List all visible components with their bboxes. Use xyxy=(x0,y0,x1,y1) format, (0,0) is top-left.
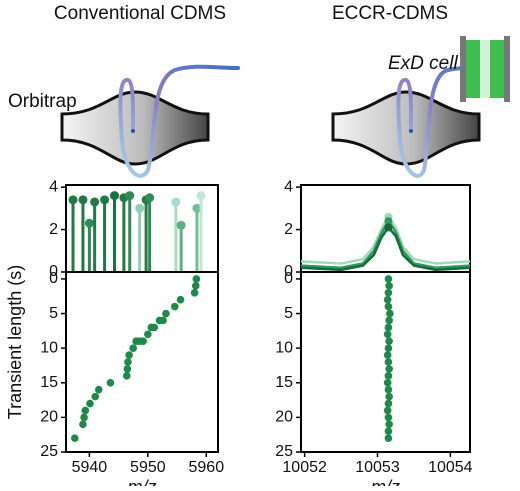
orbitrap-left xyxy=(60,64,240,178)
y-tick-label: 15 xyxy=(275,374,293,391)
point xyxy=(383,406,392,415)
point xyxy=(383,330,392,339)
y-tick-label: 0 xyxy=(284,270,293,287)
peak-marker xyxy=(145,193,155,203)
point xyxy=(125,351,133,359)
point xyxy=(384,385,393,394)
point xyxy=(192,275,201,283)
peak-marker xyxy=(125,191,135,201)
y-tick-label: 4 xyxy=(49,178,58,195)
y-tick-label: 4 xyxy=(284,178,293,195)
peak-marker xyxy=(171,197,181,207)
point xyxy=(106,378,115,387)
x-tick-label: 5960 xyxy=(189,459,225,476)
panel-title: ECCR-CDMS xyxy=(332,3,448,24)
y-tick-label: 10 xyxy=(40,339,58,356)
point xyxy=(384,302,393,311)
point xyxy=(385,392,393,401)
y-axis-label: Transient length (s) xyxy=(5,265,25,419)
point xyxy=(129,344,138,352)
point xyxy=(385,365,393,373)
y-tick-label: 0 xyxy=(284,263,293,280)
exd-cell xyxy=(460,36,510,102)
point xyxy=(159,316,167,325)
point xyxy=(80,413,88,422)
point xyxy=(384,413,393,422)
x-tick-label: 10052 xyxy=(282,459,327,476)
point xyxy=(383,351,392,359)
point xyxy=(176,295,185,304)
point xyxy=(170,302,179,311)
point xyxy=(94,385,103,394)
point xyxy=(162,309,170,318)
point xyxy=(384,358,393,366)
point xyxy=(384,344,393,352)
orbitrap-label: Orbitrap xyxy=(8,91,77,112)
y-tick-label: 2 xyxy=(49,221,58,238)
panel-title: Conventional CDMS xyxy=(54,3,226,24)
cell-label: ExD cell xyxy=(388,53,458,74)
x-tick-label: 10053 xyxy=(355,459,400,476)
x-tick-label: 5940 xyxy=(72,459,108,476)
y-tick-label: 5 xyxy=(49,305,58,322)
peak-marker xyxy=(84,218,94,228)
y-tick-label: 2 xyxy=(284,221,293,238)
y-tick-label: 0 xyxy=(49,270,58,287)
peak-marker xyxy=(196,191,206,201)
peak-marker xyxy=(68,195,78,205)
point xyxy=(384,427,393,436)
point xyxy=(123,372,131,380)
peak-marker xyxy=(100,195,110,205)
point xyxy=(384,288,393,297)
point xyxy=(385,420,393,429)
x-tick-label: 10054 xyxy=(428,459,473,476)
point xyxy=(383,378,392,387)
point xyxy=(70,434,79,442)
point xyxy=(86,399,94,408)
point xyxy=(386,309,394,318)
point xyxy=(385,282,393,290)
plot-frame xyxy=(300,271,471,453)
point xyxy=(81,406,90,415)
y-tick-label: 20 xyxy=(40,409,58,426)
point xyxy=(385,337,393,346)
point xyxy=(139,337,147,346)
point xyxy=(123,365,132,373)
y-tick-label: 5 xyxy=(284,305,293,322)
point xyxy=(384,275,393,283)
point xyxy=(91,392,100,401)
y-tick-label: 20 xyxy=(275,409,293,426)
x-tick-label: 5950 xyxy=(130,459,166,476)
peak-marker xyxy=(78,195,88,205)
point xyxy=(190,288,199,297)
plot-frame xyxy=(65,271,219,453)
point xyxy=(144,330,152,339)
point xyxy=(150,323,159,332)
peak-marker xyxy=(192,203,202,213)
peak-marker xyxy=(135,203,145,213)
point xyxy=(385,316,393,325)
peak-marker xyxy=(384,223,393,232)
peak-marker xyxy=(110,191,120,201)
point xyxy=(79,420,87,429)
y-tick-label: 25 xyxy=(275,443,293,460)
point xyxy=(383,295,392,304)
point xyxy=(124,358,132,366)
orbitrap-right xyxy=(331,65,497,178)
point xyxy=(384,372,393,380)
x-axis-label: m/z xyxy=(128,477,157,486)
point xyxy=(191,282,200,290)
point xyxy=(384,399,393,408)
y-tick-label: 25 xyxy=(40,443,58,460)
y-tick-label: 15 xyxy=(40,374,58,391)
point xyxy=(384,434,393,442)
y-tick-label: 0 xyxy=(49,263,58,280)
y-tick-label: 10 xyxy=(275,339,293,356)
peak-marker xyxy=(176,220,186,230)
peak-marker xyxy=(384,217,393,226)
point xyxy=(384,323,393,332)
peak-marker xyxy=(90,197,100,207)
x-axis-label: m/z xyxy=(371,477,400,486)
